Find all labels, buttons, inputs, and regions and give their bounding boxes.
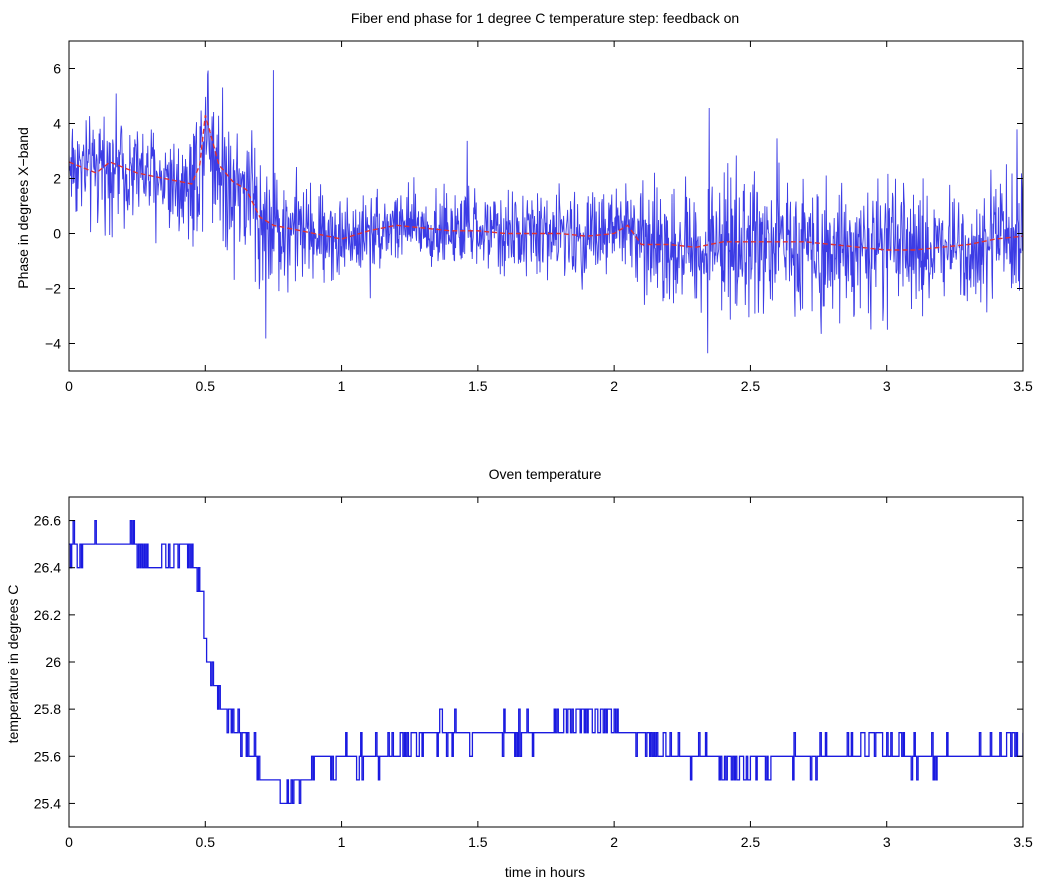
y-tick-label: 4 <box>53 116 61 132</box>
x-tick-label: 2.5 <box>741 378 761 394</box>
x-tick-label: 3.5 <box>1013 378 1033 394</box>
x-tick-label: 3.5 <box>1013 834 1033 850</box>
x-tick-label: 3 <box>883 378 891 394</box>
x-tick-label: 2.5 <box>741 834 761 850</box>
y-tick-label: 26 <box>45 654 61 670</box>
x-tick-label: 3 <box>883 834 891 850</box>
x-tick-label: 1 <box>338 834 346 850</box>
x-tick-label: 1 <box>338 378 346 394</box>
series-layer <box>69 70 1023 354</box>
series-line-temperature <box>69 519 1023 805</box>
y-axis-label: Phase in degrees X−band <box>15 127 31 289</box>
series-line-filtered <box>69 115 1023 251</box>
x-tick-label: 0.5 <box>196 834 216 850</box>
x-tick-label: 0.5 <box>196 378 216 394</box>
x-axis-label: time in hours <box>505 864 585 880</box>
y-axis-label: temperature in degrees C <box>5 585 21 744</box>
x-tick-label: 1.5 <box>468 378 488 394</box>
y-tick-label: −4 <box>45 336 61 352</box>
temperature-chart: Oven temperature temperature in degrees … <box>5 466 1033 880</box>
phase-chart: Fiber end phase for 1 degree C temperatu… <box>15 10 1033 394</box>
axes-layer: 0 0.5 1 1.5 2 2.5 3 3.5 −4 −2 0 2 4 6 <box>45 40 1033 394</box>
x-tick-label: 0 <box>65 834 73 850</box>
plot-frame <box>68 40 1024 372</box>
y-tick-label: 25.8 <box>34 701 61 717</box>
series-line-raw <box>69 70 1023 354</box>
chart-title: Oven temperature <box>489 466 602 482</box>
axes-layer: 0 0.5 1 1.5 2 2.5 3 3.5 25.4 25.6 25.8 26 26.2 26.4 26… <box>34 496 1033 850</box>
y-tick-label: 25.6 <box>34 748 61 764</box>
y-tick-label: 2 <box>53 171 61 187</box>
y-tick-label: 0 <box>53 226 61 242</box>
y-tick-label: −2 <box>45 281 61 297</box>
y-tick-label: 26.2 <box>34 607 61 623</box>
y-tick-label: 6 <box>53 61 61 77</box>
y-tick-label: 26.4 <box>34 560 61 576</box>
x-tick-label: 2 <box>610 378 618 394</box>
x-tick-label: 2 <box>610 834 618 850</box>
x-tick-label: 0 <box>65 378 73 394</box>
y-tick-label: 25.4 <box>34 795 61 811</box>
chart-title: Fiber end phase for 1 degree C temperatu… <box>351 10 739 26</box>
x-tick-label: 1.5 <box>468 834 488 850</box>
y-tick-label: 26.6 <box>34 513 61 529</box>
series-layer <box>69 519 1023 805</box>
